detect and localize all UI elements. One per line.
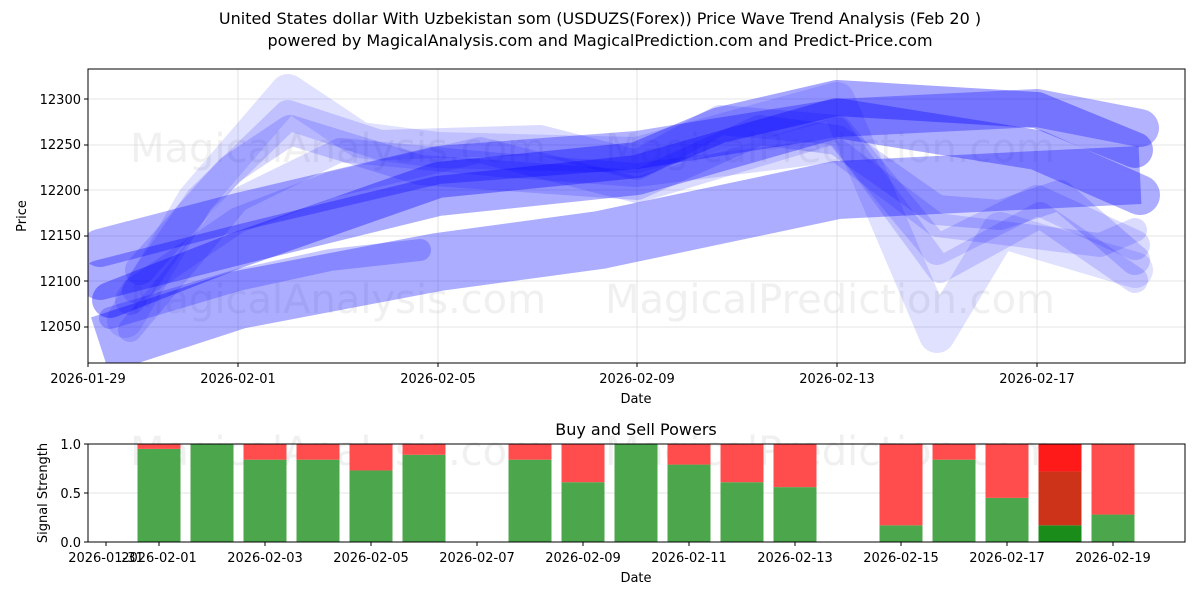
y-tick-label: 12150 [40, 229, 81, 244]
sell-bar [402, 444, 446, 455]
y-tick-label: 0.5 [60, 487, 81, 502]
x-axis-label: Date [620, 571, 651, 586]
x-tick-label: 2026-02-13 [799, 372, 875, 387]
buy-bar [879, 525, 923, 542]
buy-bar [349, 470, 393, 542]
x-tick-label: 2026-02-01 [200, 372, 276, 387]
buy-bar [402, 454, 446, 542]
buy-bar [667, 464, 711, 542]
x-tick-label: 2026-02-13 [757, 551, 833, 566]
wave-band-high [92, 80, 1153, 318]
x-tick-label: 2026-02-19 [1075, 551, 1151, 566]
sell-bar [985, 444, 1029, 498]
buy-bar [1091, 514, 1135, 542]
x-tick-label: 2026-02-09 [599, 372, 675, 387]
y-axis-label: Price [15, 200, 30, 232]
buy-bar [773, 487, 817, 542]
buy-bar [561, 482, 605, 542]
sell-bar [349, 444, 393, 471]
x-tick-label: 2026-02-17 [999, 372, 1075, 387]
x-tick-label: 2026-02-01 [121, 551, 197, 566]
x-tick-label: 2026-02-09 [545, 551, 621, 566]
chart-subtitle: powered by MagicalAnalysis.com and Magic… [267, 31, 933, 50]
y-tick-label: 12050 [40, 320, 81, 335]
sell-bar [561, 444, 605, 483]
y-tick-label: 12200 [40, 184, 81, 199]
x-tick-label: 2026-02-15 [863, 551, 939, 566]
x-tick-label: 2026-02-03 [227, 551, 303, 566]
sell-bar [1038, 444, 1082, 472]
watermark-text: MagicalAnalysis.com [130, 126, 546, 172]
x-tick-label: 2026-02-17 [969, 551, 1045, 566]
watermark-text: MagicalAnalysis.com [130, 277, 546, 323]
chart-title: United States dollar With Uzbekistan som… [218, 9, 982, 28]
sell-bar [1038, 471, 1082, 526]
price-wave-chart: MagicalAnalysis.com MagicalPrediction.co… [15, 68, 1186, 407]
x-tick-label: 2026-02-07 [439, 551, 515, 566]
watermark-text: MagicalPrediction.com [605, 126, 1055, 172]
power-y-axis: 0.0 0.5 1.0 Signal Strength [36, 438, 88, 551]
buy-bar [508, 459, 552, 542]
buy-sell-bars [137, 444, 1135, 542]
y-tick-label: 12250 [40, 138, 81, 153]
price-y-axis: 12050 12100 12150 12200 12250 12300 Pric… [15, 93, 88, 335]
buy-bar [614, 444, 658, 542]
sell-bar [879, 444, 923, 526]
sell-bar [296, 444, 340, 460]
y-tick-label: 12100 [40, 275, 81, 290]
x-tick-label: 2026-01-29 [50, 372, 126, 387]
buy-bar [296, 459, 340, 542]
price-x-axis: 2026-01-29 2026-02-01 2026-02-05 2026-02… [50, 363, 1075, 407]
sell-bar [137, 444, 181, 449]
sell-bar [508, 444, 552, 460]
sell-bar [773, 444, 817, 488]
sell-bar [932, 444, 976, 460]
wave-band-low [91, 146, 1142, 363]
y-tick-label: 1.0 [60, 438, 81, 453]
wave-spike-5 [118, 138, 1147, 342]
wave-band-left [99, 239, 431, 329]
y-tick-label: 0.0 [60, 536, 81, 551]
wave-band-mid-low [88, 98, 1160, 300]
sell-bar [1091, 444, 1135, 515]
wave-spike-3 [125, 115, 1150, 285]
buy-bar [1038, 525, 1082, 542]
buy-bar [985, 497, 1029, 542]
buy-bar [190, 444, 234, 542]
buy-sell-title: Buy and Sell Powers [555, 420, 717, 439]
buy-bar [932, 459, 976, 542]
wave-bands [88, 74, 1160, 363]
y-axis-label: Signal Strength [36, 443, 51, 543]
y-tick-label: 12300 [40, 93, 81, 108]
buy-bar [243, 459, 287, 542]
x-tick-label: 2026-02-05 [333, 551, 409, 566]
buy-sell-power-chart: Buy and Sell Powers MagicalAnalysis.com … [36, 420, 1186, 586]
wave-spike-1 [107, 74, 1153, 353]
wave-band-mid [88, 89, 1159, 267]
x-axis-label: Date [620, 392, 651, 407]
wave-spike-2 [115, 100, 1150, 315]
buy-bar [137, 448, 181, 542]
sell-bar [243, 444, 287, 460]
sell-bar [720, 444, 764, 483]
buy-bar [720, 482, 764, 542]
x-tick-label: 2026-02-05 [400, 372, 476, 387]
x-tick-label: 2026-01-31 [68, 551, 144, 566]
sell-bar [667, 444, 711, 465]
wave-spike-4 [122, 117, 1148, 303]
price-grid [88, 69, 1185, 363]
watermark-text: MagicalPrediction.com [605, 277, 1055, 323]
x-tick-label: 2026-02-11 [651, 551, 727, 566]
